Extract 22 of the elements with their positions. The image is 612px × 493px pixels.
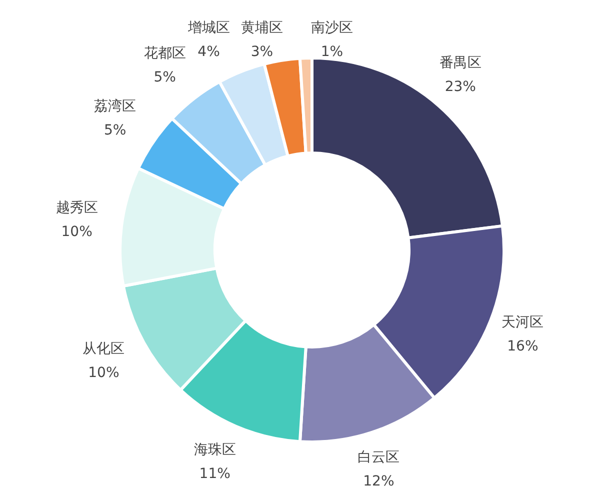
data-label: 1% — [320, 44, 344, 60]
slice-label: 海珠区 — [194, 442, 236, 458]
slice-label: 白云区 — [358, 450, 400, 466]
data-label: 5% — [104, 122, 126, 139]
data-label: 23% — [444, 78, 476, 95]
data-label: 5% — [154, 70, 176, 86]
slice-label: 花都区 — [144, 46, 186, 62]
slice-label: 黄埔区 — [241, 20, 283, 36]
slice-label: 番禺区 — [439, 54, 482, 71]
data-label: 11% — [199, 466, 230, 482]
slice-label: 从化区 — [82, 340, 125, 357]
slice-label: 增城区 — [186, 20, 230, 36]
data-label: 4% — [198, 44, 220, 60]
data-label: 10% — [88, 364, 120, 381]
data-label: 10% — [61, 224, 92, 240]
slice-label: 天河区 — [502, 314, 544, 330]
data-label: 16% — [507, 338, 538, 354]
data-label: 12% — [363, 474, 394, 490]
data-label: 3% — [250, 44, 274, 60]
slice-label: 越秀区 — [56, 200, 98, 216]
slice-label: 南沙区 — [311, 20, 353, 36]
slice-label: 荔湾区 — [94, 98, 136, 115]
